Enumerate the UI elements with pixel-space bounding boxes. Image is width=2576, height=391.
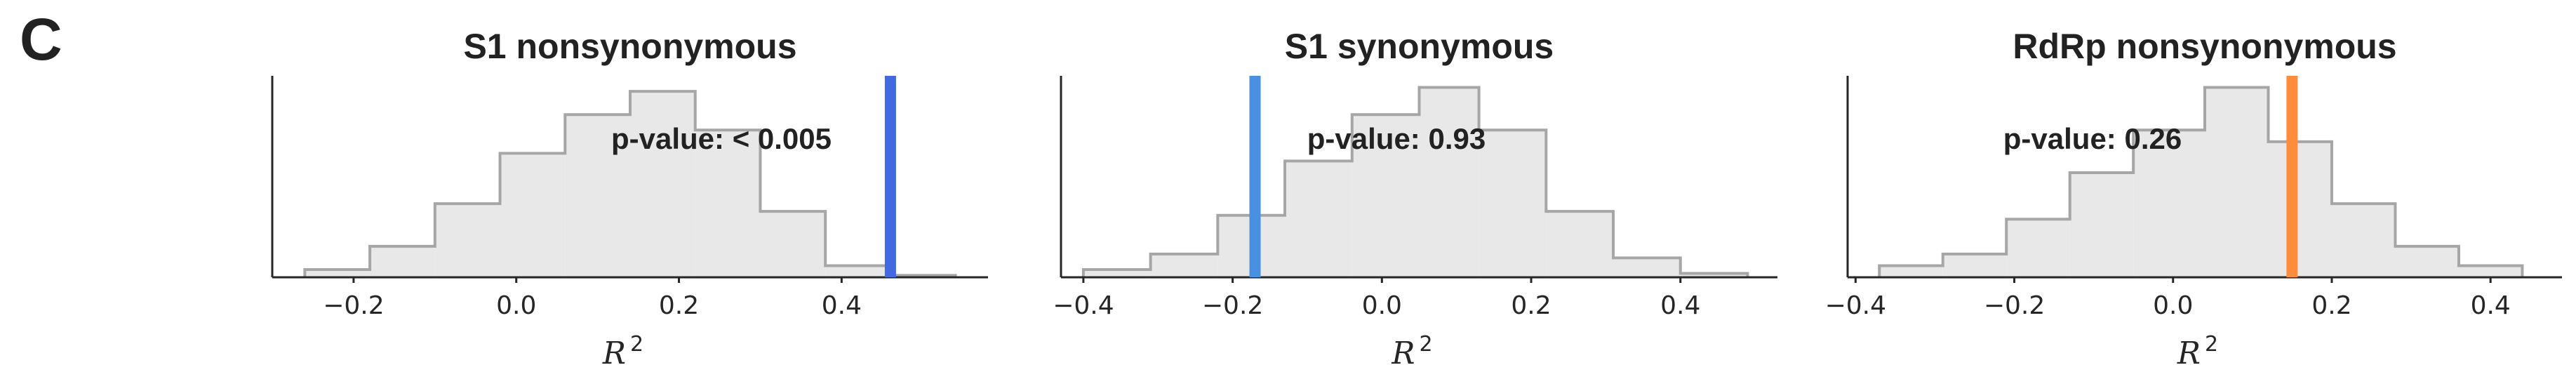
- chart-title: S1 synonymous: [1285, 27, 1554, 66]
- histogram-panel-2: −0.4 −0.2 0.0 0.2 0.4 S1 synonymous p-value: 0…: [1053, 27, 1777, 371]
- histogram-bar: [2395, 246, 2459, 277]
- histogram-bar: [1879, 265, 1943, 277]
- x-tick-label: 0.4: [1660, 291, 1700, 320]
- histogram-bar: [305, 269, 371, 277]
- histogram-bar: [434, 204, 500, 277]
- histogram-panel-3: −0.4 −0.2 0.0 0.2 0.4 RdRp nonsynonymous p-val…: [1825, 27, 2562, 371]
- histogram-panel-1: −0.2 0.0 0.2 0.4 S1 nonsynonymous p-value: < …: [271, 27, 988, 371]
- histogram-bar: [1479, 130, 1547, 277]
- histogram-bar: [760, 211, 826, 277]
- histogram-bar: [2006, 219, 2070, 277]
- histogram-bar: [2458, 265, 2523, 277]
- histogram-bar: [695, 130, 761, 277]
- histogram-bar: [2268, 141, 2332, 277]
- histogram-bar: [2205, 87, 2269, 278]
- p-value-annotation: p-value: < 0.005: [611, 122, 832, 155]
- histogram-bar: [630, 91, 695, 278]
- x-tick-label: −0.4: [1053, 291, 1114, 320]
- histogram-bar: [1352, 114, 1420, 277]
- histogram-bar: [1546, 211, 1614, 277]
- histogram-bar: [1285, 161, 1352, 277]
- histogram-bar: [1613, 258, 1681, 277]
- x-tick-label: −0.4: [1825, 291, 1886, 320]
- histogram-bar: [2133, 130, 2205, 277]
- chart-title: RdRp nonsynonymous: [2013, 27, 2396, 66]
- x-tick-label: 0.2: [1511, 291, 1551, 320]
- p-value-annotation: p-value: 0.26: [2003, 122, 2182, 155]
- x-tick-label: −0.2: [1202, 291, 1263, 320]
- histogram-bar: [1680, 273, 1748, 277]
- histogram-bar: [2331, 204, 2396, 277]
- histogram-outline: [303, 90, 957, 277]
- histogram-bar: [1150, 253, 1218, 277]
- x-tick-label: 0.0: [1362, 291, 1402, 320]
- x-tick-label: 0.4: [822, 291, 862, 320]
- x-tick-label: −0.2: [323, 291, 384, 320]
- histogram-bar: [1419, 87, 1479, 278]
- histogram-bar: [565, 114, 630, 277]
- p-value-annotation: p-value: 0.93: [1307, 122, 1486, 155]
- chart-title: S1 nonsynonymous: [463, 27, 796, 66]
- histogram-bar: [2069, 172, 2134, 277]
- histogram-bar: [1942, 253, 2007, 277]
- x-tick-label: 0.2: [659, 291, 699, 320]
- histogram-bar: [1083, 269, 1151, 277]
- x-tick-label: 0.2: [2311, 291, 2351, 320]
- histogram-outline: [1878, 86, 2524, 277]
- x-tick-label: 0.0: [2153, 291, 2193, 320]
- panel-label: C: [20, 6, 62, 72]
- x-tick-label: −0.2: [1984, 291, 2045, 320]
- histogram-bar: [825, 265, 890, 277]
- histogram-bar: [500, 153, 566, 277]
- x-tick-label: 0.0: [496, 291, 536, 320]
- histogram-bar: [370, 246, 435, 277]
- x-tick-label: 0.4: [2471, 291, 2511, 320]
- histogram-outline: [1081, 86, 1749, 277]
